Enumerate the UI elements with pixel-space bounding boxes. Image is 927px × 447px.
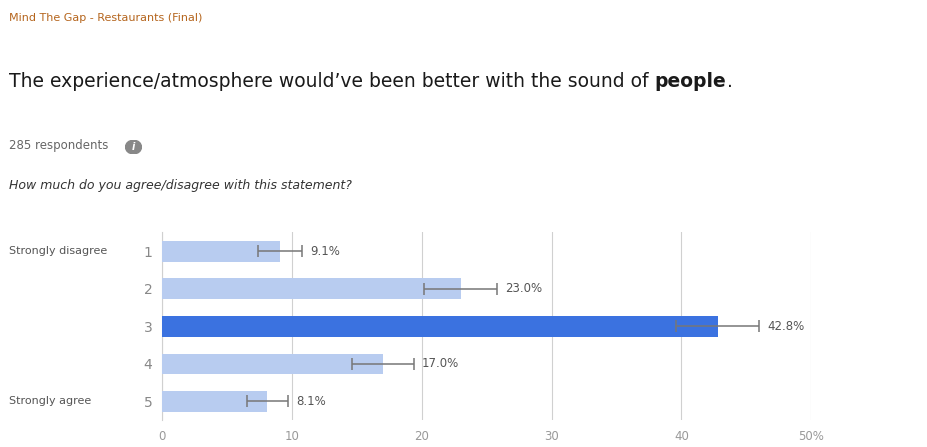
Bar: [162, 391, 267, 412]
Text: How much do you agree/disagree with this statement?: How much do you agree/disagree with this…: [9, 179, 352, 192]
Text: The experience/atmosphere would’ve been better with the sound of: The experience/atmosphere would’ve been …: [9, 72, 654, 91]
Text: Strongly agree: Strongly agree: [9, 396, 92, 406]
Text: 23.0%: 23.0%: [505, 283, 542, 295]
Bar: [162, 241, 280, 261]
Text: Strongly disagree: Strongly disagree: [9, 246, 108, 256]
Text: Mind The Gap - Restaurants (Final): Mind The Gap - Restaurants (Final): [9, 13, 203, 23]
Circle shape: [125, 140, 142, 154]
Text: 42.8%: 42.8%: [767, 320, 805, 333]
Bar: [162, 354, 383, 374]
Bar: [162, 278, 461, 299]
Text: 285 respondents: 285 respondents: [9, 139, 108, 152]
Text: 9.1%: 9.1%: [311, 245, 340, 258]
Text: i: i: [132, 142, 135, 152]
Text: 8.1%: 8.1%: [296, 395, 325, 408]
Text: .: .: [727, 72, 732, 91]
Text: 17.0%: 17.0%: [422, 357, 459, 370]
Text: people: people: [654, 72, 727, 91]
Bar: [162, 316, 717, 337]
